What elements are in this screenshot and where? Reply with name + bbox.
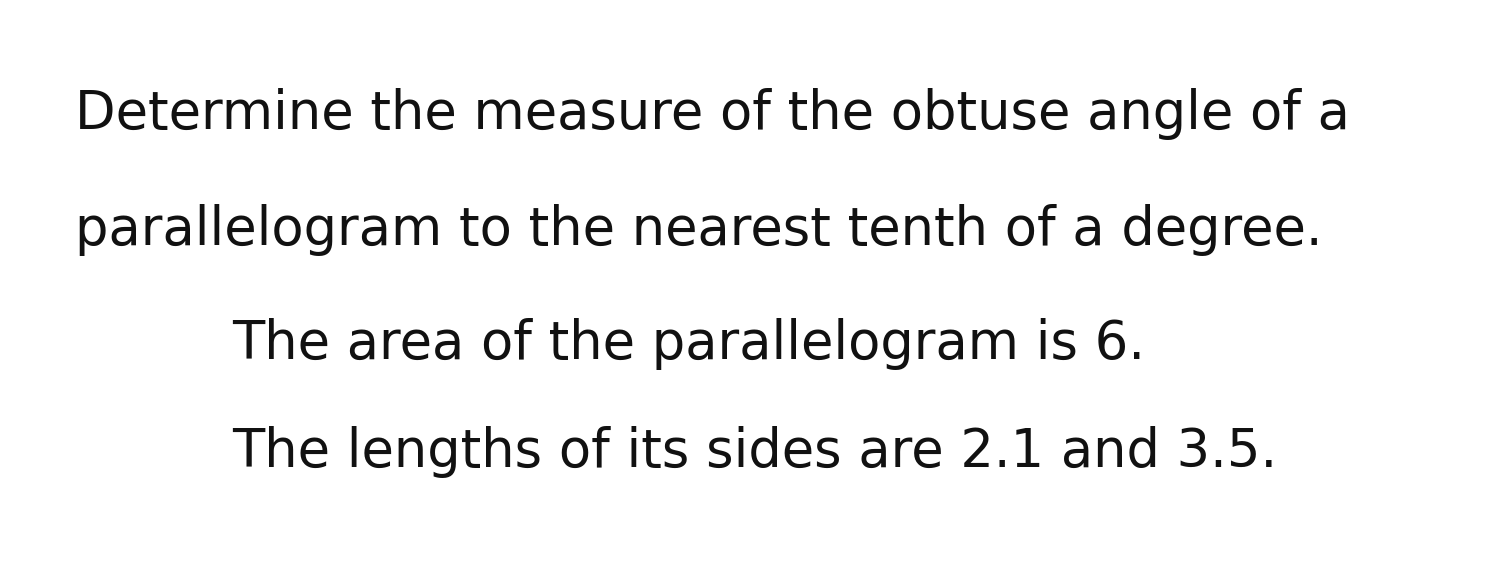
Text: The area of the parallelogram is 6.: The area of the parallelogram is 6.	[232, 318, 1146, 370]
Text: parallelogram to the nearest tenth of a degree.: parallelogram to the nearest tenth of a …	[75, 204, 1323, 256]
Text: The lengths of its sides are 2.1 and 3.5.: The lengths of its sides are 2.1 and 3.5…	[232, 425, 1278, 478]
Text: Determine the measure of the obtuse angle of a: Determine the measure of the obtuse angl…	[75, 87, 1350, 140]
